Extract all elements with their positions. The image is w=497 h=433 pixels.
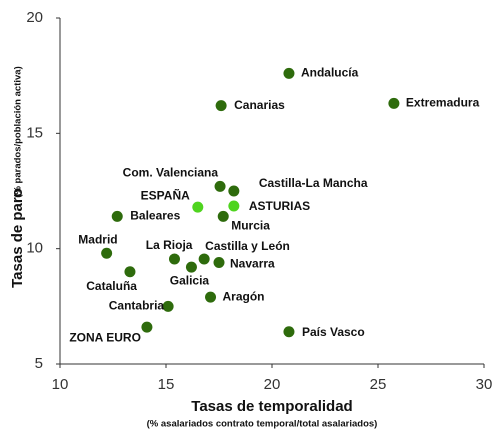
point-label: Canarias	[234, 98, 285, 112]
point-label: Galicia	[170, 273, 210, 287]
point	[168, 253, 180, 265]
point-label: Andalucía	[301, 66, 359, 80]
point-label: País Vasco	[302, 325, 365, 339]
point	[198, 253, 210, 265]
point	[228, 200, 240, 212]
point-label: Castilla-La Mancha	[259, 176, 368, 190]
point	[283, 67, 295, 79]
point	[215, 100, 227, 112]
y-tick-label: 10	[26, 240, 43, 257]
point	[283, 326, 295, 338]
point-label: Com. Valenciana	[123, 166, 219, 180]
y-axis-label: Tasas de paro	[9, 188, 26, 288]
point-label: Extremadura	[406, 96, 480, 110]
point-label: Navarra	[230, 257, 275, 271]
y-tick-label: 15	[26, 124, 43, 141]
point-label: Baleares	[130, 209, 180, 223]
point	[217, 210, 229, 222]
x-axis-label: Tasas de temporalidad	[191, 398, 352, 415]
point	[192, 201, 204, 213]
point	[228, 185, 240, 197]
point-label: Cataluña	[86, 279, 137, 293]
point-label: ESPAÑA	[141, 187, 190, 202]
point-label: Murcia	[231, 219, 270, 233]
y-tick-label: 5	[35, 355, 43, 372]
point-label: ZONA EURO	[69, 330, 141, 344]
point	[205, 291, 217, 303]
x-axis-sublabel: (% asalariados contrato temporal/total a…	[147, 419, 378, 430]
x-tick-label: 15	[158, 376, 175, 393]
x-tick-label: 20	[264, 376, 281, 393]
point	[101, 247, 113, 259]
point-label: Madrid	[78, 232, 117, 246]
point	[214, 180, 226, 192]
point-label: Castilla y León	[205, 239, 290, 253]
x-tick-label: 25	[370, 376, 387, 393]
point	[162, 300, 174, 312]
point	[185, 261, 197, 273]
y-tick-label: 20	[26, 9, 43, 26]
point-label: Cantabria	[109, 299, 165, 313]
x-tick-label: 10	[52, 376, 69, 393]
point	[141, 321, 153, 333]
point	[388, 97, 400, 109]
point	[111, 210, 123, 222]
point-label: ASTURIAS	[249, 199, 310, 213]
x-tick-label: 30	[476, 376, 493, 393]
point	[124, 266, 136, 278]
y-axis-sublabel: (% parados/población activa)	[13, 66, 24, 197]
point	[213, 257, 225, 269]
y-axis-title: Tasas de paro (% parados/población activ…	[9, 66, 26, 288]
point-label: Aragón	[223, 289, 265, 303]
point-label: La Rioja	[146, 238, 193, 252]
